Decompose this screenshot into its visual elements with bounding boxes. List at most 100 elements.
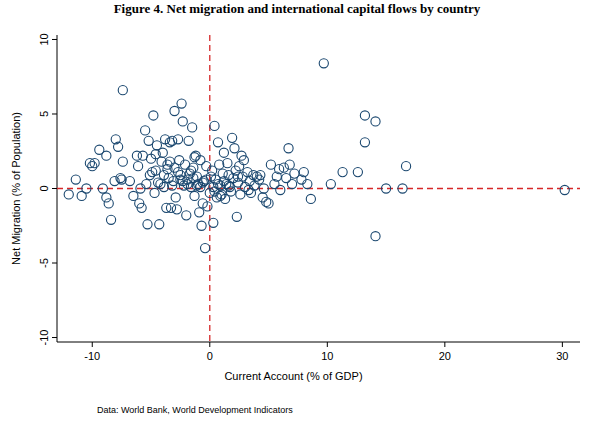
point bbox=[184, 136, 193, 145]
point bbox=[398, 184, 407, 193]
point bbox=[175, 156, 184, 165]
point bbox=[150, 188, 159, 197]
x-tick-label: 20 bbox=[439, 350, 451, 362]
x-tick-label: 0 bbox=[207, 350, 213, 362]
point bbox=[155, 220, 164, 229]
point bbox=[151, 150, 160, 159]
x-axis-line bbox=[57, 342, 580, 343]
chart: Figure 4. Net migration and internationa… bbox=[0, 0, 594, 436]
y-tick-label: 5 bbox=[38, 111, 50, 117]
point bbox=[143, 220, 152, 229]
point bbox=[172, 205, 181, 214]
point bbox=[213, 138, 222, 147]
point bbox=[401, 162, 410, 171]
x-axis-title: Current Account (% of GDP) bbox=[224, 370, 362, 382]
point bbox=[183, 179, 192, 188]
point bbox=[142, 179, 151, 188]
point bbox=[168, 181, 177, 190]
x-tick bbox=[444, 342, 445, 347]
y-tick-label: 10 bbox=[38, 33, 50, 45]
point bbox=[284, 144, 293, 153]
point bbox=[228, 133, 237, 142]
point bbox=[159, 182, 168, 191]
point bbox=[182, 211, 191, 220]
point bbox=[381, 184, 390, 193]
y-tick-label: -5 bbox=[38, 258, 50, 268]
point bbox=[215, 160, 224, 169]
y-tick-label: 0 bbox=[38, 185, 50, 191]
background bbox=[0, 0, 594, 436]
point bbox=[151, 166, 160, 175]
y-tick bbox=[52, 337, 57, 338]
point bbox=[71, 175, 80, 184]
point bbox=[275, 165, 284, 174]
point bbox=[282, 173, 291, 182]
point bbox=[233, 172, 242, 181]
point bbox=[117, 175, 126, 184]
point bbox=[306, 194, 315, 203]
point bbox=[239, 156, 248, 165]
point bbox=[210, 187, 219, 196]
point bbox=[176, 175, 185, 184]
point bbox=[202, 162, 211, 171]
point bbox=[149, 111, 158, 120]
x-tick bbox=[92, 342, 93, 347]
point bbox=[102, 151, 111, 160]
point bbox=[210, 121, 219, 130]
point bbox=[104, 199, 113, 208]
y-tick bbox=[52, 188, 57, 189]
point bbox=[243, 168, 252, 177]
y-axis-title: Net Migration (% of Population) bbox=[10, 112, 22, 265]
point bbox=[371, 232, 380, 241]
point bbox=[82, 184, 91, 193]
y-tick bbox=[52, 263, 57, 264]
point bbox=[186, 166, 195, 175]
point bbox=[178, 117, 187, 126]
point bbox=[360, 138, 369, 147]
point bbox=[264, 199, 273, 208]
point bbox=[125, 176, 134, 185]
point bbox=[200, 244, 209, 253]
point bbox=[196, 182, 205, 191]
point bbox=[133, 162, 142, 171]
title: Figure 4. Net migration and internationa… bbox=[114, 1, 481, 16]
point bbox=[98, 184, 107, 193]
x-tick-label: 30 bbox=[556, 350, 568, 362]
point bbox=[209, 218, 218, 227]
point bbox=[326, 179, 335, 188]
y-tick bbox=[52, 113, 57, 114]
point bbox=[285, 160, 294, 169]
point bbox=[190, 191, 199, 200]
y-tick bbox=[52, 39, 57, 40]
point bbox=[114, 142, 123, 151]
point bbox=[166, 203, 175, 212]
point bbox=[165, 157, 174, 166]
point bbox=[190, 153, 199, 162]
point bbox=[256, 170, 265, 179]
point bbox=[168, 136, 177, 145]
point bbox=[360, 111, 369, 120]
point bbox=[230, 144, 239, 153]
point bbox=[224, 181, 233, 190]
point bbox=[197, 221, 206, 230]
point bbox=[299, 168, 308, 177]
x-tick bbox=[209, 342, 210, 347]
point bbox=[177, 99, 186, 108]
point bbox=[189, 163, 198, 172]
point bbox=[136, 184, 145, 193]
point bbox=[141, 126, 150, 135]
point bbox=[303, 179, 312, 188]
x-tick bbox=[327, 342, 328, 347]
point bbox=[226, 187, 235, 196]
point bbox=[353, 168, 362, 177]
point bbox=[102, 193, 111, 202]
point bbox=[244, 185, 253, 194]
point bbox=[137, 203, 146, 212]
point bbox=[145, 170, 154, 179]
point bbox=[144, 136, 153, 145]
point bbox=[64, 190, 73, 199]
point bbox=[196, 156, 205, 165]
x-tick-label: 10 bbox=[321, 350, 333, 362]
point bbox=[173, 135, 182, 144]
point bbox=[216, 191, 225, 200]
